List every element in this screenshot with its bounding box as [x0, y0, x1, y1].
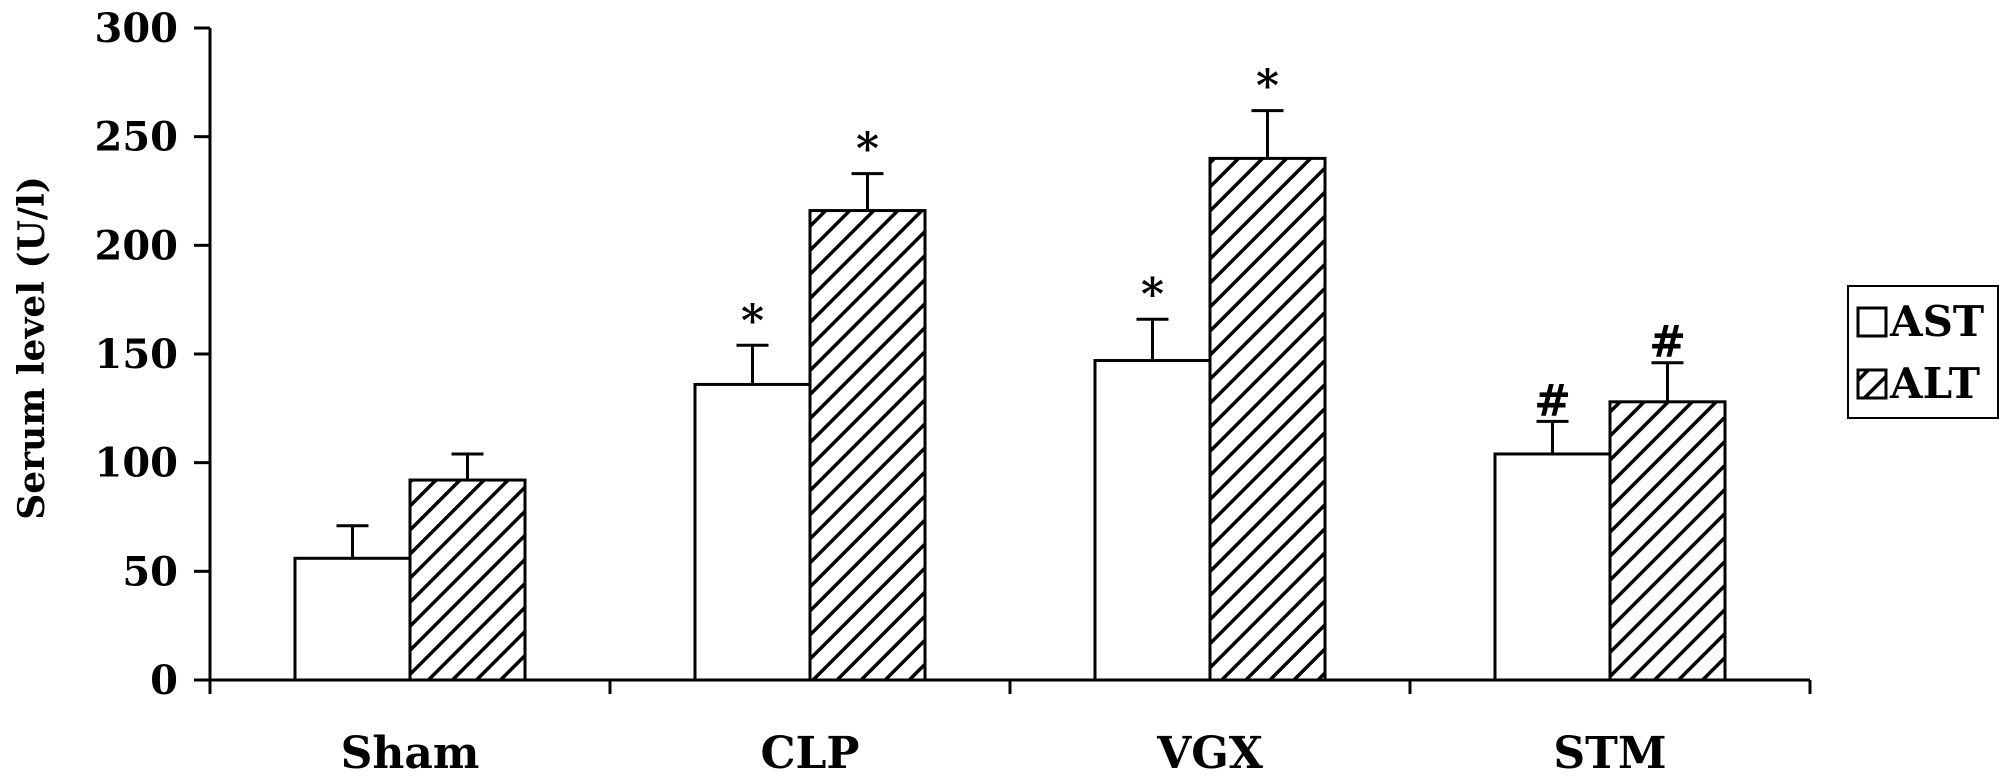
- x-category-label: Sham: [341, 728, 480, 779]
- legend-label-ast: AST: [1889, 297, 1984, 346]
- bar-ast: [1493, 452, 1612, 682]
- significance-marker: *: [741, 295, 764, 346]
- bar-alt: [1608, 400, 1727, 682]
- y-tick-label: 50: [122, 548, 178, 595]
- significance-marker: *: [1141, 269, 1164, 320]
- legend-swatch-alt: [1856, 368, 1888, 400]
- x-category-label: VGX: [1156, 728, 1264, 779]
- y-tick-label: 300: [95, 5, 179, 52]
- y-axis-title: Serum level (U/l): [11, 176, 53, 520]
- bar-alt: [808, 209, 927, 682]
- bar-ast: [293, 556, 412, 682]
- significance-marker: #: [1534, 375, 1571, 426]
- y-tick-label: 200: [95, 222, 179, 269]
- bar-ast: [1093, 359, 1212, 682]
- y-tick-label: 0: [150, 657, 178, 704]
- significance-marker: *: [1256, 61, 1279, 112]
- significance-marker: *: [856, 124, 879, 175]
- plot-area: 0 50 100 150 200 250 300 Sham * * CLP * * VGX # # STM: [95, 5, 1812, 779]
- significance-marker: #: [1649, 317, 1686, 368]
- x-category-label: STM: [1553, 728, 1666, 779]
- y-tick-label: 250: [95, 114, 179, 161]
- y-tick-label: 150: [95, 331, 179, 378]
- bar-ast: [693, 382, 812, 682]
- legend: AST ALT: [1847, 285, 1999, 419]
- x-category-label: CLP: [760, 728, 859, 779]
- bar-alt: [408, 478, 527, 682]
- legend-label-alt: ALT: [1889, 359, 1980, 408]
- y-tick-label: 100: [95, 440, 179, 487]
- legend-swatch-ast: [1856, 306, 1888, 338]
- bar-alt: [1208, 156, 1327, 682]
